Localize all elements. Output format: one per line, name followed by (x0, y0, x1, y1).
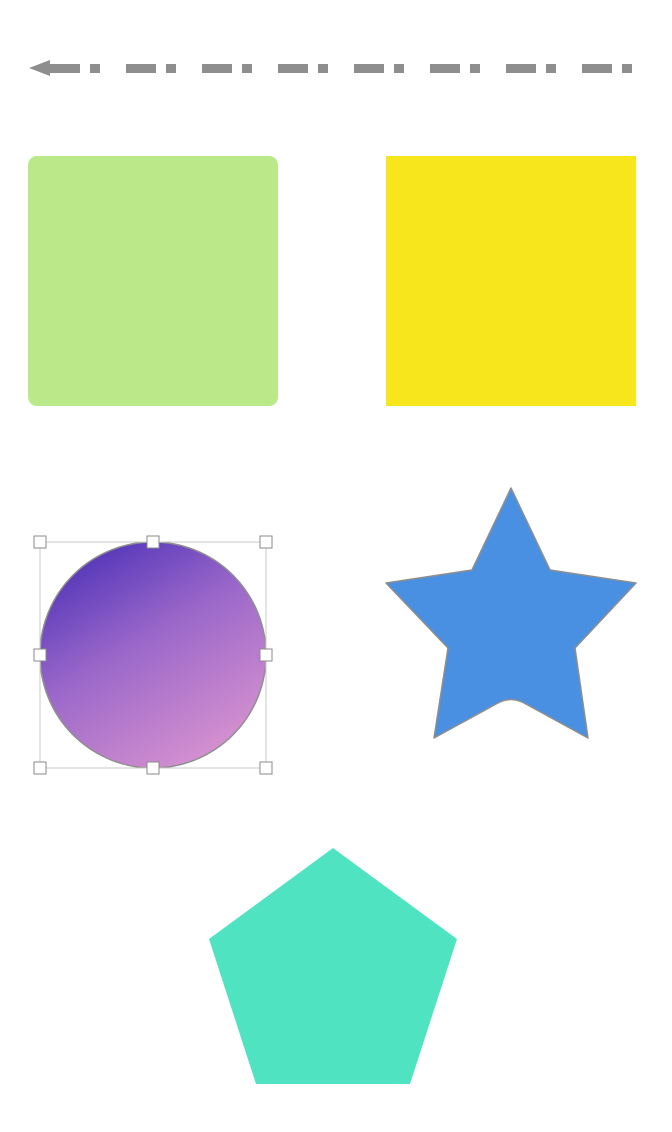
blue-star[interactable] (385, 487, 637, 739)
dashed-arrow-line[interactable] (29, 60, 640, 76)
selection-frame (33, 535, 273, 775)
green-rounded-square[interactable] (28, 156, 278, 406)
resize-handle-top[interactable] (146, 535, 160, 549)
resize-handle-top-left[interactable] (33, 535, 47, 549)
resize-handle-bottom-left[interactable] (33, 761, 47, 775)
resize-handle-bottom-right[interactable] (259, 761, 273, 775)
gradient-circle-group[interactable] (39, 541, 267, 769)
resize-handle-bottom[interactable] (146, 761, 160, 775)
resize-handle-top-right[interactable] (259, 535, 273, 549)
resize-handle-right[interactable] (259, 648, 273, 662)
gradient-circle[interactable] (39, 541, 267, 769)
yellow-square[interactable] (386, 156, 636, 406)
teal-pentagon[interactable] (209, 848, 457, 1084)
resize-handle-left[interactable] (33, 648, 47, 662)
arrow-head-icon (29, 60, 50, 76)
